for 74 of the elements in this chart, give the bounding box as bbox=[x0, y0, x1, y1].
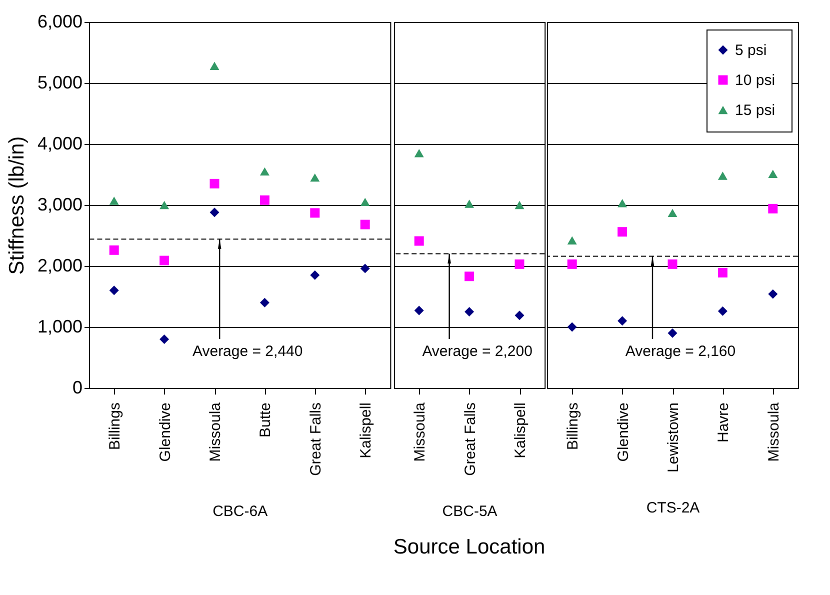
point bbox=[768, 204, 778, 214]
point bbox=[514, 200, 524, 210]
legend-label: 5 psi bbox=[735, 42, 767, 59]
point bbox=[768, 289, 778, 299]
point bbox=[360, 220, 370, 230]
x-tick-label: Butte bbox=[257, 402, 274, 438]
x-tick-label: Missoula bbox=[412, 402, 429, 462]
point bbox=[160, 334, 170, 344]
point bbox=[360, 264, 370, 274]
point bbox=[160, 200, 170, 210]
x-axis-title: CTS-2A bbox=[646, 500, 700, 517]
point bbox=[668, 208, 678, 218]
point bbox=[718, 306, 728, 316]
x-tick-label: Kalispell bbox=[358, 402, 375, 458]
point bbox=[310, 173, 320, 182]
x-tick-label: Kalispell bbox=[512, 402, 529, 458]
point bbox=[109, 286, 119, 296]
y-tick-label: 2,000 bbox=[37, 256, 82, 276]
x-tick-label: Lewistown bbox=[665, 402, 682, 473]
point bbox=[260, 167, 270, 176]
legend-label: 10 psi bbox=[735, 72, 776, 89]
x-axis-title: CBC-6A bbox=[212, 502, 268, 520]
x-tick-label: Glendive bbox=[156, 402, 174, 462]
point bbox=[567, 259, 577, 269]
y-tick-label: 0 bbox=[72, 378, 82, 398]
point bbox=[414, 149, 424, 158]
point bbox=[414, 306, 424, 316]
x-tick-label: Glendive bbox=[614, 402, 632, 462]
point bbox=[260, 195, 270, 205]
point bbox=[718, 172, 728, 180]
point bbox=[210, 62, 220, 70]
y-tick-label: 4,000 bbox=[37, 134, 82, 154]
point bbox=[618, 227, 628, 237]
point bbox=[567, 236, 577, 244]
point bbox=[768, 170, 778, 178]
point bbox=[464, 307, 474, 316]
point bbox=[160, 256, 170, 266]
point bbox=[618, 316, 628, 326]
point bbox=[464, 272, 474, 282]
point bbox=[514, 310, 524, 320]
point bbox=[514, 259, 524, 269]
point bbox=[260, 298, 270, 308]
point bbox=[360, 198, 370, 206]
legend-label: 15 psi bbox=[735, 102, 776, 119]
point bbox=[668, 259, 678, 269]
point bbox=[210, 178, 220, 188]
point bbox=[668, 328, 678, 338]
x-tick-label: Missoula bbox=[207, 402, 224, 462]
ref-line-label: Average = 2,440 bbox=[192, 343, 303, 360]
point bbox=[464, 200, 474, 208]
x-tick-label: Great Falls bbox=[307, 402, 324, 476]
text: Source Location bbox=[393, 535, 546, 558]
point bbox=[310, 208, 320, 218]
point bbox=[414, 236, 424, 246]
y-tick-label: 1,000 bbox=[37, 316, 82, 336]
ref-line-label: Average = 2,160 bbox=[625, 343, 736, 360]
point bbox=[210, 208, 220, 218]
point bbox=[567, 322, 577, 332]
x-tick-label: Missoula bbox=[765, 402, 782, 462]
y-tick-label: 5,000 bbox=[37, 72, 82, 92]
point bbox=[310, 270, 320, 280]
x-tick-label: Billings bbox=[564, 402, 582, 450]
x-axis-title: CBC-5A bbox=[442, 502, 498, 520]
y-tick-label: 6,000 bbox=[37, 12, 82, 32]
y-axis-title: Stiffness (lb/in) bbox=[5, 136, 28, 275]
x-tick-label: Havre bbox=[715, 402, 732, 443]
point bbox=[109, 196, 119, 205]
x-tick-label: Great Falls bbox=[462, 402, 479, 476]
point bbox=[618, 199, 628, 208]
ref-line-label: Average = 2,200 bbox=[422, 343, 532, 360]
y-tick-label: 3,000 bbox=[37, 194, 82, 214]
point bbox=[718, 268, 728, 278]
x-tick-label: Billings bbox=[106, 402, 124, 450]
point bbox=[109, 245, 119, 255]
